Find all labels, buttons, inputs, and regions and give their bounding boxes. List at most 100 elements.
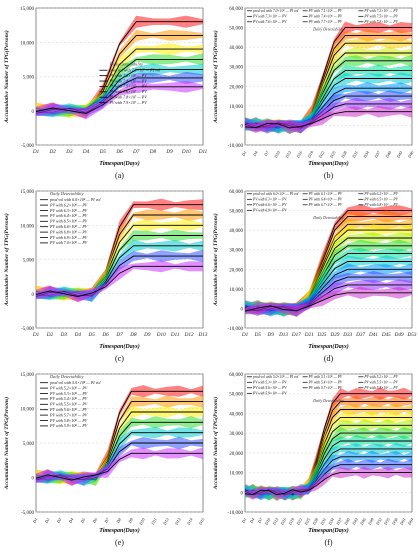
- x-tick-label: D33: [342, 332, 352, 338]
- y-tick-label: 30,000: [229, 432, 243, 437]
- x-tick-label: D13: [278, 332, 288, 338]
- x-tick-label: D5: [99, 149, 107, 155]
- y-axis-title: Accumulative Number of TPG(Persons): [212, 30, 219, 124]
- x-tick-label: D15: [197, 517, 205, 527]
- y-tick-label: 5,000: [23, 442, 35, 447]
- y-tick-label: 50,000: [229, 210, 243, 215]
- legend-title: Daily Detectability: [108, 62, 143, 67]
- x-axis-title: Timespan(Days): [308, 160, 348, 167]
- x-tick-label: D1: [240, 517, 247, 525]
- legend-label: prod vol with 5.0×10⁶ — PI vol: [252, 375, 298, 379]
- x-tick-label: D43: [395, 150, 403, 160]
- y-tick-label: 10,000: [229, 472, 243, 477]
- x-tick-label: D2: [49, 149, 57, 155]
- x-tick-label: D25: [303, 517, 311, 527]
- legend-label: PV with 7.4×10⁶ — PV: [308, 15, 343, 19]
- x-tick-label: D55: [382, 517, 390, 527]
- x-tick-label: D19: [287, 516, 296, 526]
- x-tick-label: D9: [165, 149, 173, 155]
- y-tick-label: 10,000: [229, 105, 243, 110]
- legend-label: PV with 6.6×10⁸ — PV: [49, 224, 88, 229]
- x-tick-label: D41: [368, 331, 378, 338]
- x-tick-label: D43: [350, 517, 358, 527]
- x-tick-label: D37: [373, 149, 382, 159]
- y-axis-title: Accumulative Number of TPG(Persons): [3, 30, 10, 124]
- legend-label: PV with 6.3×10⁶ — PV: [252, 198, 287, 202]
- legend-label: PV with 5.3×10⁶ — PV: [252, 381, 287, 385]
- legend: prod vol with 7.0×10⁶ — PI vol PV with 7.…: [247, 9, 399, 32]
- legend-label: PV with 5.8×10⁸ — PV: [49, 418, 88, 423]
- chart-panel-a: -5,000 0 5,000 10,000 15,000 D1 D2 D3 D4 D5 D6 D7 D8…: [3, 7, 208, 180]
- y-axis-title: Accumulative Number of TPG(Persons): [3, 213, 10, 307]
- x-tick-label: D11: [198, 149, 208, 155]
- x-tick-label: D1: [32, 332, 40, 338]
- x-tick-label: D2: [43, 517, 50, 525]
- y-axis-title: Accumulative Number of TPG(Persons): [3, 397, 10, 491]
- legend-label: PV with 5.7×10⁸ — PV: [49, 412, 88, 417]
- x-tick-label: D9: [127, 516, 135, 525]
- legend-label: PV with 6.7×10⁶ — PV: [308, 203, 343, 207]
- x-axis-title: Timespan(Days): [99, 160, 139, 167]
- legend-label: PV with 6.6×10⁶ — PV: [252, 203, 287, 207]
- y-tick-label: 50,000: [229, 27, 243, 32]
- x-tick-label: D2: [46, 332, 54, 338]
- y-tick-label: -5,000: [21, 511, 34, 516]
- legend-label: PV with 5.2×10⁸ — PV: [49, 385, 88, 390]
- legend-label: PV with 7.7×10⁶ — PV: [308, 20, 343, 24]
- legend-label: prod vol with 7.0×10⁶ — PI vol: [252, 9, 298, 13]
- legend-label: prod vol with 6.0×10⁶ — PI vol: [252, 192, 298, 196]
- x-tick-label: D31: [350, 150, 358, 160]
- x-tick-label: D11: [150, 517, 158, 526]
- x-tick-label: D45: [381, 331, 391, 338]
- panel-caption: (f): [325, 538, 333, 547]
- legend-title: Daily Detectability: [49, 191, 84, 196]
- legend-label: PV with 5.2×10⁶ — PV: [363, 375, 398, 379]
- x-tick-label: D3: [65, 149, 73, 155]
- x-tick-label: D37: [335, 516, 344, 526]
- x-tick-label: D10: [263, 516, 272, 526]
- y-tick-label: -5,000: [21, 144, 34, 149]
- x-tick-label: D25: [317, 332, 327, 338]
- panel-caption: (d): [324, 354, 334, 363]
- x-tick-label: D7: [256, 516, 264, 525]
- x-tick-label: D5: [87, 332, 95, 338]
- y-tick-label: -10,000: [228, 327, 244, 332]
- legend-label: PV with 5.9×10⁸ — PV: [49, 423, 88, 428]
- legend-label: PV with 5.1×10⁶ — PV: [308, 375, 343, 379]
- legend-label: PV with 6.8×10⁸ — PV: [49, 229, 88, 234]
- y-tick-label: 60,000: [229, 190, 243, 195]
- legend-label: PV with 7.5×10⁷ — PV: [108, 84, 147, 89]
- y-tick-label: 60,000: [229, 7, 243, 12]
- x-tick-label: D22: [295, 517, 303, 527]
- x-tick-label: D8: [149, 149, 157, 155]
- x-tick-label: D4: [82, 148, 90, 155]
- y-tick-label: 10,000: [20, 224, 34, 229]
- legend-label: PV with 6.5×10⁶ — PV: [363, 198, 398, 202]
- legend-label: PV with 6.2×10⁶ — PV: [363, 192, 398, 196]
- series-band: [36, 260, 203, 303]
- y-tick-label: 0: [32, 477, 35, 482]
- y-tick-label: 5,000: [23, 76, 35, 81]
- legend-label: PV with 6.3×10⁸ — PV: [49, 208, 88, 213]
- legend-label: prod vol with 6.0×10⁸ — PI vol: [49, 197, 101, 202]
- x-tick-label: D4: [74, 331, 82, 338]
- x-tick-label: D1: [241, 332, 249, 338]
- x-tick-label: D34: [327, 517, 335, 527]
- x-tick-label: D64: [406, 517, 414, 527]
- x-tick-label: D4: [248, 517, 255, 525]
- chart-panel-d: -10,000 0 10,000 20,000 30,000 40,000 50,000 60…: [212, 190, 417, 363]
- y-tick-label: 10,000: [229, 288, 243, 293]
- x-tick-label: D31: [319, 517, 327, 527]
- y-tick-label: 15,000: [20, 7, 34, 12]
- legend-title: Daily Detectability: [312, 398, 344, 403]
- chart-panel-f: -10,000 0 10,000 20,000 30,000 40,000 50,000 60…: [212, 373, 415, 547]
- legend-label: PV with 7.3×10⁶ — PV: [252, 15, 287, 19]
- x-tick-label: D4: [67, 517, 74, 525]
- series-line: [35, 452, 203, 481]
- legend-label: PV with 6.9×10⁸ — PV: [49, 235, 88, 240]
- x-tick-label: D16: [279, 516, 288, 526]
- x-axis-title: Timespan(Days): [99, 343, 139, 350]
- series-band: [36, 249, 203, 302]
- x-tick-label: D58: [390, 516, 399, 526]
